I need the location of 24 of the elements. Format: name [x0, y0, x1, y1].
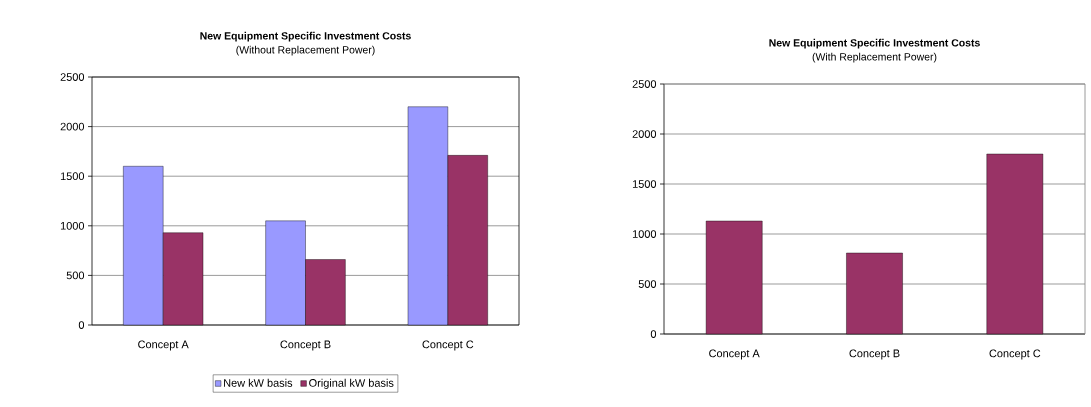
y-tick-label: 0 — [650, 330, 657, 338]
y-tick-label: 0 — [78, 321, 85, 329]
chart-subtitle: (Without Replacement Power) — [236, 45, 375, 56]
y-tick-label: 500 — [66, 271, 85, 280]
x-tick-label: Concept C — [422, 340, 474, 351]
chart-title: New Equipment Specific Investment Costs — [769, 38, 980, 49]
y-tick-label: 2000 — [632, 130, 657, 138]
x-tick-label: Concept C — [989, 349, 1041, 360]
y-tick-label: 1000 — [60, 221, 85, 230]
y-tick-label: 2500 — [60, 73, 85, 81]
x-tick-label: Concept A — [709, 349, 760, 360]
x-tick-label: Concept B — [280, 340, 331, 351]
legend-label: Original kW basis — [309, 378, 394, 389]
y-tick-label: 500 — [638, 280, 657, 288]
chart-subtitle: (With Replacement Power) — [812, 52, 937, 63]
y-tick-label: 1500 — [632, 180, 657, 188]
x-tick-label: Concept B — [849, 349, 900, 360]
y-tick-label: 2500 — [632, 80, 657, 88]
y-tick-label: 1000 — [632, 230, 657, 238]
legend-label: New kW basis — [224, 378, 293, 387]
y-tick-label: 1500 — [60, 172, 85, 181]
x-tick-label: Concept A — [138, 340, 189, 351]
y-tick-label: 2000 — [60, 122, 85, 131]
chart-title: New Equipment Specific Investment Costs — [200, 31, 411, 42]
